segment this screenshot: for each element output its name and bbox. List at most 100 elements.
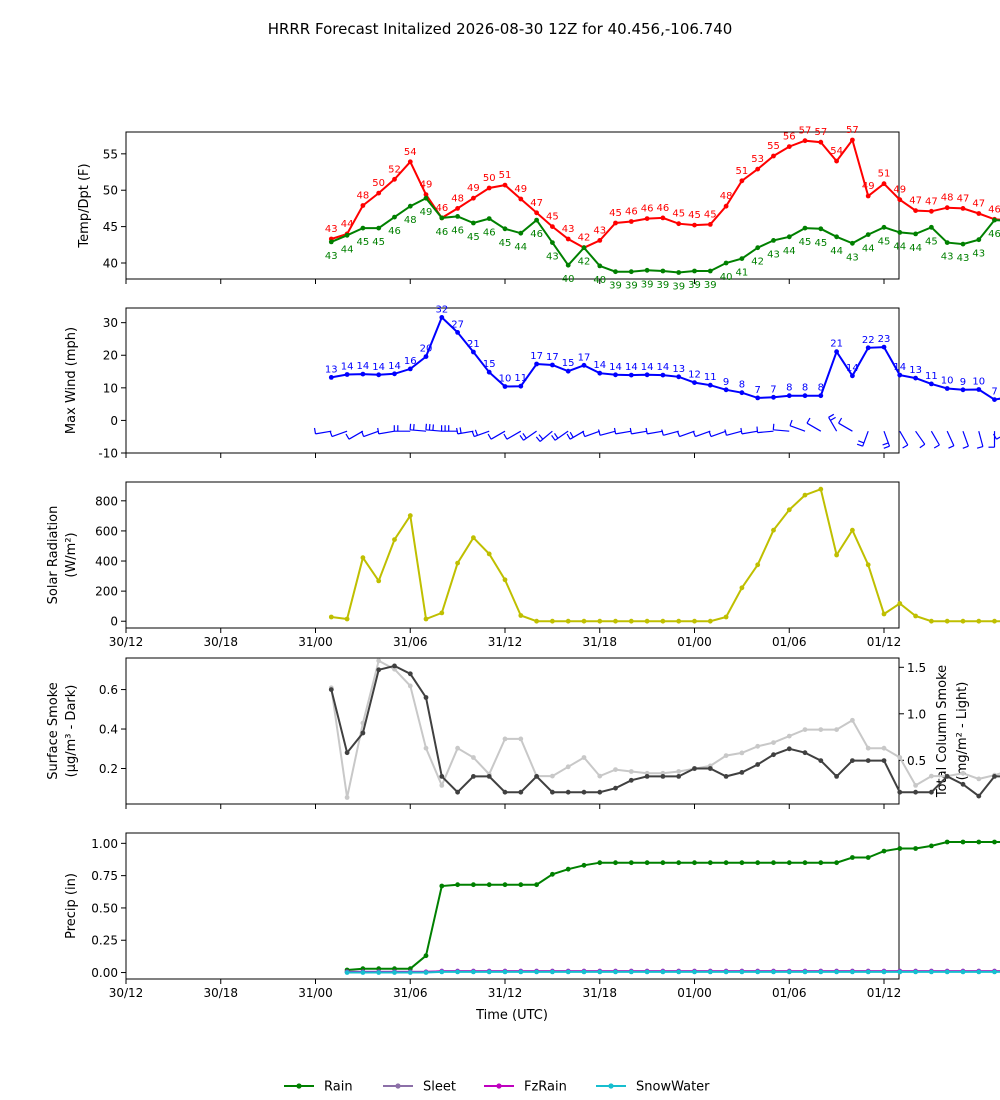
- rain-series-point: [534, 882, 539, 888]
- wind-data-label: 14: [357, 361, 370, 372]
- temp-data-label: 46: [625, 207, 638, 218]
- y-tick-label: 50: [103, 184, 118, 198]
- temp-data-label: 57: [846, 125, 859, 136]
- y-tick-label: 0.50: [91, 901, 118, 915]
- dewpoint-data-label: 49: [420, 207, 433, 218]
- wind-barb: [679, 430, 695, 438]
- smoke-light-series-point: [755, 743, 761, 749]
- panel-solar: 30/12 30/18 31/00 31/06 31/12 31/18 01/00 01/06…: [46, 481, 1000, 649]
- y-axis-label: Temp/Dpt (F): [77, 163, 92, 248]
- snowwater-series-point: [850, 969, 855, 975]
- wind-data-label: 11: [925, 371, 938, 382]
- temp-series-point: [471, 195, 476, 201]
- solar-series-point: [707, 618, 713, 624]
- snowwater-series-point: [881, 969, 887, 975]
- legend-label-sleet: Sleet: [423, 1080, 456, 1095]
- dewpoint-series-point: [344, 232, 350, 238]
- smoke-dark-series-point: [913, 789, 918, 795]
- snowwater-series-point: [534, 969, 539, 975]
- y-axis-label: Precip (in): [64, 873, 79, 939]
- dewpoint-data-label: 41: [736, 268, 749, 279]
- wind-barb-flag: [883, 445, 890, 449]
- smoke-dark-series-point: [802, 750, 808, 756]
- snowwater-series-point: [644, 969, 650, 975]
- rain-series-point: [929, 843, 934, 849]
- wind-series-point: [929, 381, 934, 387]
- temp-series-point: [534, 210, 539, 216]
- wind-barb: [506, 430, 522, 440]
- snowwater-series-point: [739, 969, 745, 975]
- wind-barb: [363, 430, 379, 438]
- temp-data-label: 50: [483, 173, 496, 184]
- rain-series-point: [976, 839, 982, 845]
- wind-barb: [806, 422, 822, 432]
- wind-data-label: 9: [723, 377, 729, 388]
- snowwater-series-point: [392, 970, 397, 975]
- dewpoint-series-point: [818, 226, 824, 232]
- wind-barb: [473, 430, 490, 438]
- snowwater-series-point: [455, 969, 460, 975]
- wind-barb-flag: [919, 443, 926, 449]
- wind-barb: [331, 430, 348, 438]
- solar-series-point: [471, 535, 476, 541]
- wind-barb: [523, 430, 537, 441]
- snowwater-series-point: [913, 969, 918, 975]
- y-axis-label: Solar Radiation: [46, 506, 61, 605]
- dewpoint-series-point: [376, 225, 382, 231]
- wind-data-label: 14: [625, 362, 638, 373]
- wind-barb-flag: [519, 435, 524, 441]
- wind-barb: [410, 429, 427, 432]
- temp-series-point: [676, 221, 682, 227]
- temp-data-label: 48: [451, 193, 464, 204]
- solar-series-point: [992, 618, 997, 624]
- snowwater-series-point: [723, 969, 729, 975]
- dewpoint-data-label: 40: [720, 272, 733, 283]
- dewpoint-series-point: [613, 269, 618, 275]
- dewpoint-data-label: 44: [862, 244, 875, 255]
- dewpoint-data-label: 45: [467, 232, 480, 243]
- solar-series-point: [739, 585, 745, 591]
- rain-series-point: [960, 839, 966, 845]
- rain-series-point: [850, 855, 855, 860]
- wind-barb-flag: [456, 427, 459, 435]
- rain-series-point: [486, 882, 492, 888]
- snowwater-series-point: [518, 969, 524, 975]
- x-tick-label: 01/00: [677, 986, 712, 1000]
- solar-series-point: [660, 618, 666, 624]
- solar-series-point: [392, 537, 397, 542]
- dewpoint-series-point: [834, 234, 839, 240]
- smoke-dark-series-point: [550, 789, 555, 795]
- dewpoint-series-point: [328, 239, 334, 245]
- smoke-dark-series-point: [755, 762, 761, 767]
- temp-series-point: [692, 222, 697, 228]
- rain-series-line: [347, 841, 1000, 971]
- wind-barb-flag: [789, 419, 793, 426]
- wind-data-label: 7: [770, 384, 776, 395]
- wind-data-label: 11: [704, 372, 717, 383]
- wind-series-point: [865, 345, 871, 351]
- smoke-dark-series-point: [328, 687, 334, 692]
- solar-series-point: [550, 618, 555, 624]
- x-tick-label: 31/00: [298, 986, 333, 1000]
- y-axis-label-units: (W/m²): [64, 532, 79, 577]
- smoke-dark-series-point: [865, 758, 871, 763]
- snowwater-series-point: [771, 969, 776, 975]
- wind-barb-flag: [856, 443, 863, 447]
- wind-series-point: [897, 372, 903, 378]
- snowwater-series-point: [692, 969, 697, 975]
- temp-data-label: 49: [467, 183, 480, 194]
- wind-barb: [962, 430, 969, 447]
- x-axis-label: Time (UTC): [475, 1008, 548, 1023]
- wind-data-label: 9: [960, 377, 966, 388]
- dewpoint-data-label: 40: [562, 274, 575, 285]
- wind-barb-flag: [902, 444, 909, 449]
- temp-data-label: 47: [972, 199, 985, 210]
- smoke-light-series-point: [423, 745, 429, 751]
- rain-series-point: [707, 860, 713, 866]
- wind-series-point: [976, 387, 982, 392]
- dewpoint-data-label: 43: [325, 251, 338, 262]
- wind-barb: [978, 431, 984, 447]
- snowwater-series-point: [944, 969, 950, 975]
- snowwater-series-point: [613, 969, 618, 975]
